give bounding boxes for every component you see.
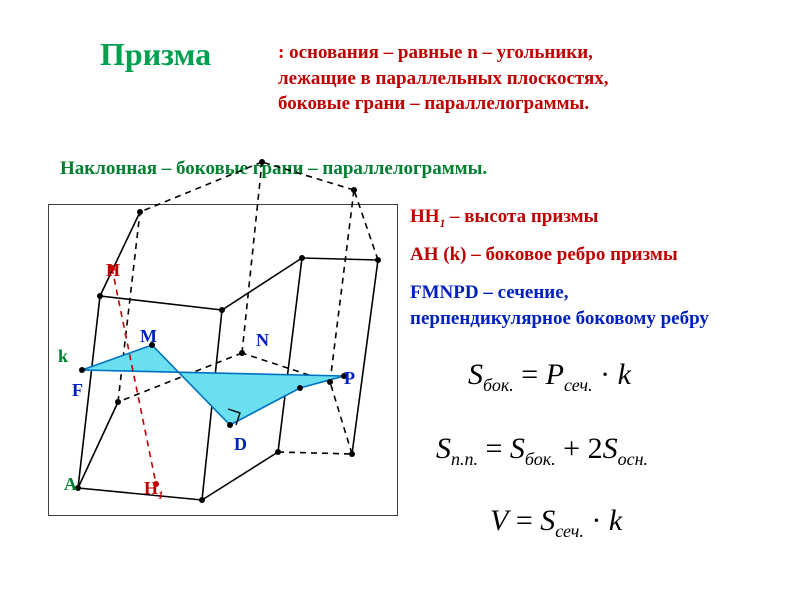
vertex-label-D: D xyxy=(234,434,247,455)
prism-diagram xyxy=(0,0,800,600)
vertex-label-k: k xyxy=(58,346,68,367)
vertex-label-H: H xyxy=(106,260,120,281)
vertex-label-M: M xyxy=(140,326,157,347)
vertex-label-N: N xyxy=(256,330,269,351)
vertex-label-P: P xyxy=(344,368,355,389)
vertex-label-A: A xyxy=(64,474,77,495)
vertex-label-F: F xyxy=(72,380,83,401)
vertex-label-H1: H1 xyxy=(144,478,163,502)
